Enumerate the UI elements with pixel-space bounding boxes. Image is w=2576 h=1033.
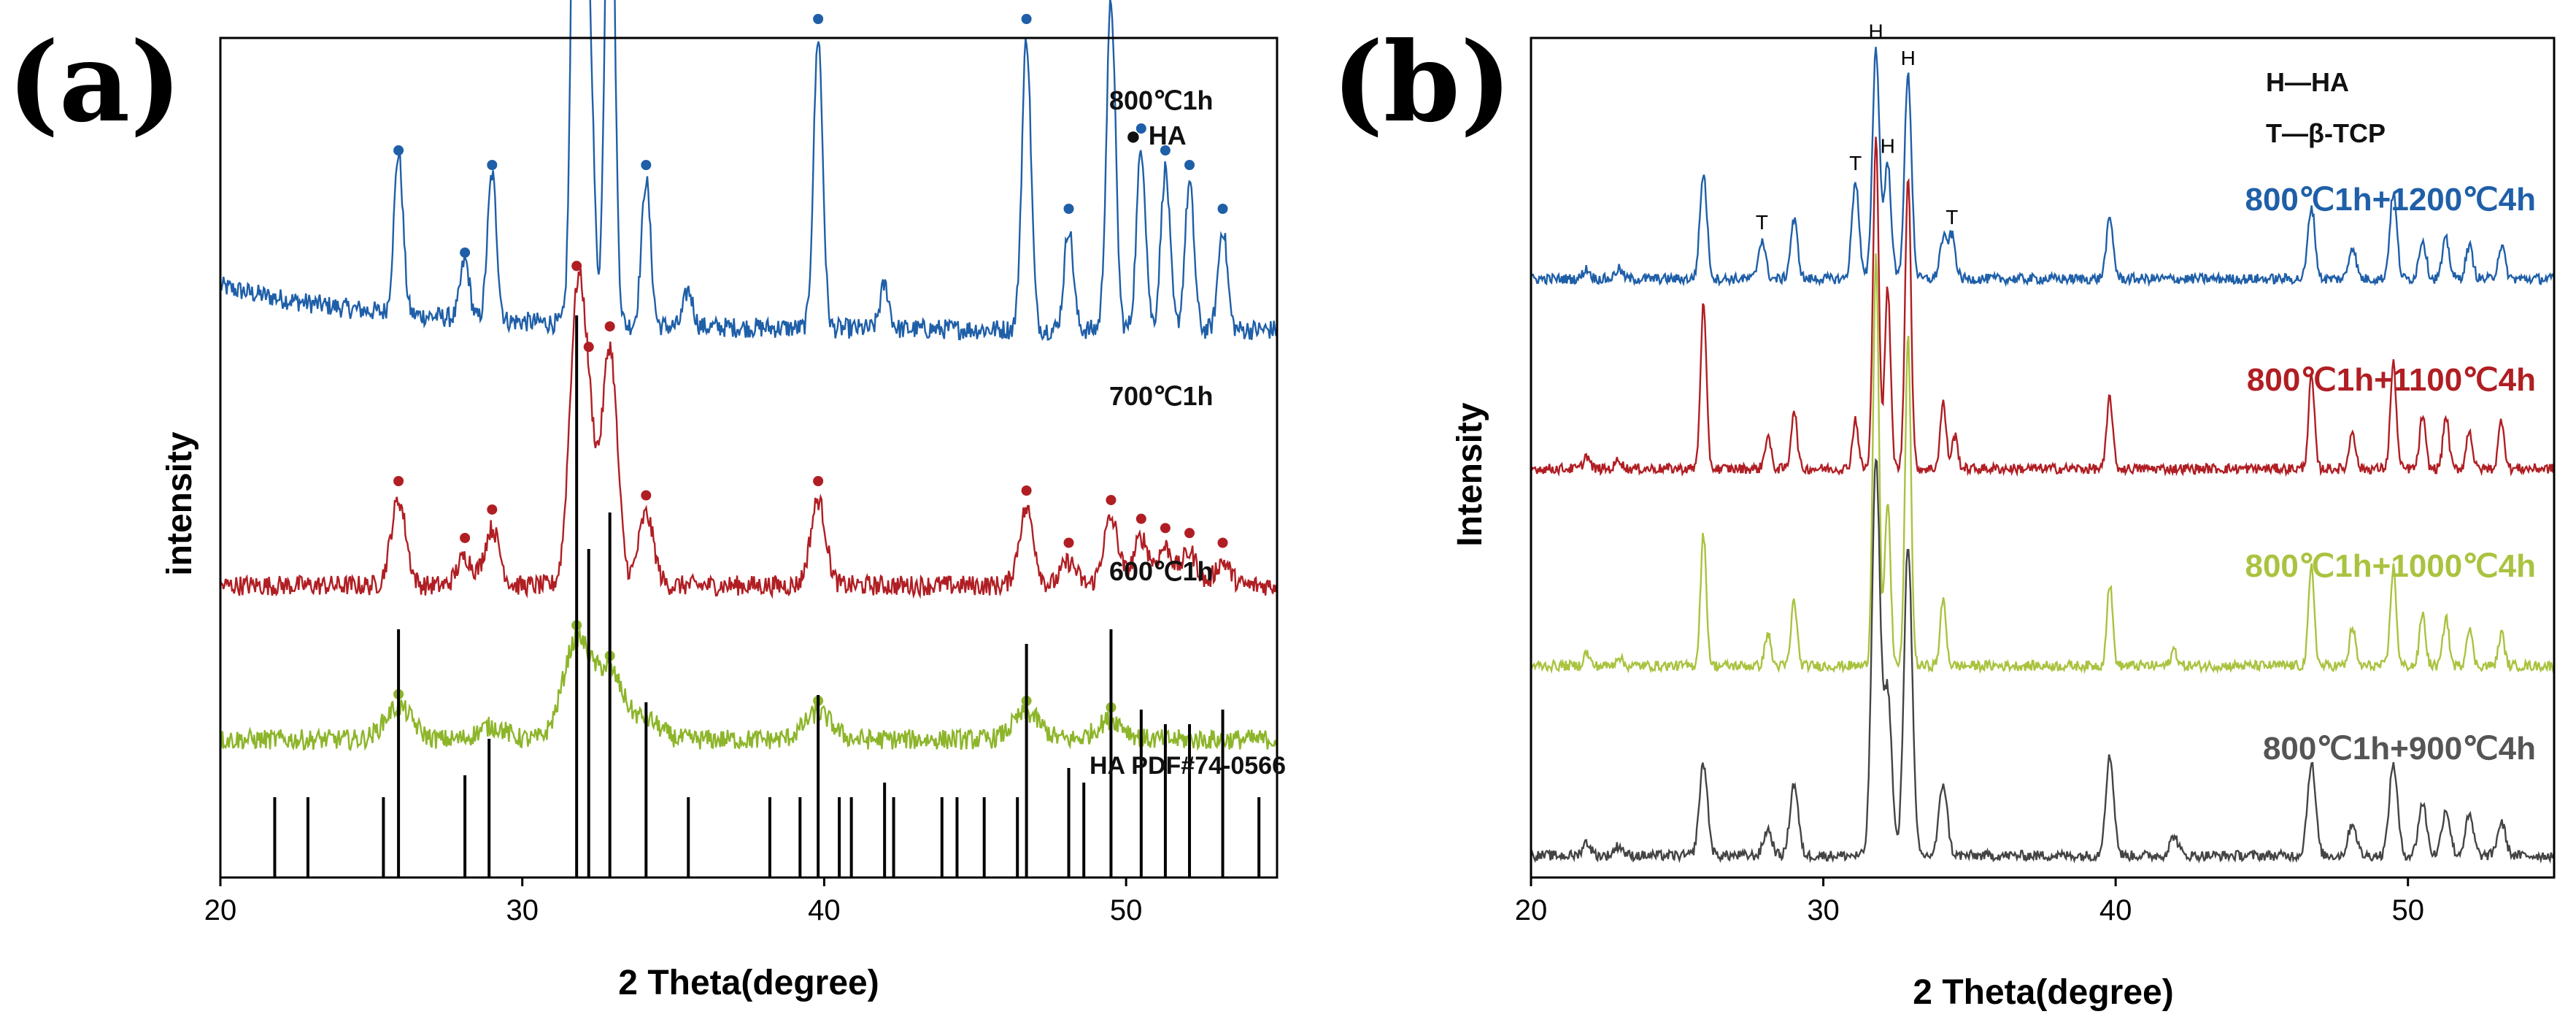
peak-marker-800 [1160, 145, 1171, 155]
peak-marker-700 [641, 490, 652, 501]
peak-marker-700 [1135, 513, 1146, 524]
panel-b-frame [1530, 37, 2556, 879]
peak-marker-800 [1217, 204, 1228, 214]
panel-a: (a) 20 30 40 50 2 Theta(degree) intensity 8… [7, 0, 1286, 1002]
panel-b-label: (b) [1332, 18, 1512, 147]
peak-marker-800 [1184, 159, 1195, 170]
peak-label: T [1756, 211, 1768, 234]
panel-a-series-label-700: 700℃1h [1109, 381, 1214, 411]
panel-a-x-ticks: 20 30 40 50 [204, 878, 1143, 926]
peak-marker-700 [487, 504, 498, 515]
peak-marker-700 [604, 321, 615, 332]
x-tick-label: 50 [1110, 894, 1143, 926]
x-tick-label: 20 [204, 894, 237, 926]
series-line-600 [219, 625, 1278, 752]
x-tick-label: 30 [1807, 894, 1840, 926]
peak-marker-800 [487, 160, 498, 170]
panel-b-series-label-1000: 800℃1h+1000℃4h [2245, 548, 2536, 584]
peak-marker-700 [813, 476, 824, 486]
peak-marker-700 [393, 476, 404, 486]
panel-b-y-axis-title: Intensity [1451, 402, 1489, 547]
series-line-700 [219, 268, 1279, 599]
series-line-1100 [1530, 137, 2556, 477]
series-line-1000 [1530, 253, 2556, 675]
peak-marker-800 [393, 145, 404, 155]
peak-marker-800 [641, 160, 652, 170]
series-line-900 [1530, 458, 2556, 864]
panel-a-reference-label: HA PDF#74-0566 [1090, 752, 1286, 780]
panel-a-marker-legend: ● HA [1125, 120, 1187, 150]
panel-a-label: (a) [7, 18, 182, 147]
peak-marker-700 [1106, 494, 1117, 505]
peak-marker-700 [1063, 537, 1074, 548]
peak-marker-800 [813, 14, 824, 24]
x-tick-label: 50 [2391, 894, 2424, 926]
panel-b-series-label-1200: 800℃1h+1200℃4h [2245, 182, 2536, 218]
peak-marker-700 [1160, 523, 1171, 534]
x-tick-label: 40 [2099, 894, 2132, 926]
peak-marker-800 [460, 247, 471, 258]
x-tick-label: 20 [1515, 894, 1548, 926]
peak-marker-700 [1217, 537, 1228, 548]
panel-b-series-label-900: 800℃1h+900℃4h [2263, 731, 2536, 767]
peak-marker-800 [1021, 14, 1032, 24]
panel-b-legend-ha: H—HA [2266, 67, 2349, 97]
series-line-1200 [1530, 47, 2556, 288]
panel-a-plot-area [219, 0, 1279, 878]
peak-marker-800 [1135, 123, 1146, 134]
panel-b-x-ticks: 20 30 40 50 [1515, 878, 2424, 926]
peak-marker-700 [1021, 485, 1032, 496]
peak-label: H [1901, 47, 1916, 69]
panel-a-series-label-600: 600℃1h [1109, 556, 1214, 586]
peak-marker-700 [1184, 528, 1195, 539]
peak-marker-700 [571, 261, 582, 272]
x-tick-label: 40 [808, 894, 841, 926]
peak-marker-800 [1063, 204, 1074, 214]
series-line-800 [219, 0, 1279, 341]
peak-label: H [1869, 20, 1883, 42]
peak-marker-700 [583, 342, 594, 353]
peak-marker-700 [460, 532, 471, 543]
peak-label: T [1946, 206, 1958, 229]
peak-label: T [1849, 152, 1862, 174]
panel-a-x-axis-title: 2 Theta(degree) [618, 964, 879, 1002]
panel-b-x-axis-title: 2 Theta(degree) [1913, 973, 2173, 1012]
panel-a-frame [219, 37, 1279, 879]
panel-b-legend-tcp: T—β-TCP [2266, 118, 2386, 148]
panel-a-series-label-800: 800℃1h [1109, 85, 1214, 115]
panel-a-y-axis-title: intensity [161, 431, 199, 576]
peak-label: H [1881, 134, 1895, 157]
panel-b-series-label-1100: 800℃1h+1100℃4h [2247, 362, 2536, 398]
x-tick-label: 30 [506, 894, 539, 926]
